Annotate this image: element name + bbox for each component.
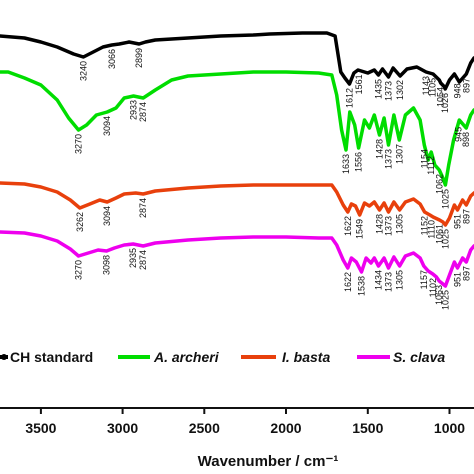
x-tick-label: 3000 [107,420,138,436]
peak-label: 3270 [74,134,84,154]
peak-label: 2874 [138,102,148,122]
peak-label: 948 [453,83,463,98]
peak-label: 898 [461,132,471,147]
peak-label: 1152 [420,216,430,235]
legend-marker [1,354,7,360]
peak-label: 897 [461,266,471,281]
x-tick-label: 1500 [352,420,383,436]
peak-label: 897 [461,78,471,93]
peak-label: 1373 [384,81,394,101]
peak-label: 1063 [434,285,444,305]
peak-label: 1434 [374,270,384,290]
peak-label: 2899 [134,48,144,68]
peak-label: 3098 [102,255,112,275]
peak-label: 2874 [138,198,148,218]
peak-label: 3240 [78,61,88,81]
peak-label: 1305 [395,214,405,234]
series-line-2 [0,181,474,227]
legend: CH standard A. archeri I. basta S. clava [0,349,445,365]
series-line-3 [0,230,474,288]
peak-label: 1373 [384,149,394,169]
peak-label: 945 [454,127,464,142]
peak-label: 1302 [395,80,405,100]
peak-label: 1105 [427,78,437,97]
legend-label: CH standard [10,349,93,365]
peak-label: 1612 [345,88,355,108]
peak-label: 951 [453,272,463,287]
peak-label: 1556 [354,152,364,172]
peak-label: 3066 [107,49,117,69]
peak-label: 2933 [129,100,139,120]
peak-label: 3270 [74,260,84,280]
peak-label: 1622 [343,272,353,292]
peak-label: 1305 [395,270,405,290]
peak-label: 1373 [384,216,394,236]
x-tick-label: 1000 [434,420,465,436]
x-tick-label: 2500 [189,420,220,436]
x-axis-ticks: 3500 3000 2500 2000 1500 1000 [25,408,465,436]
x-axis-title: Wavenumber / cm⁻¹ [198,453,339,470]
peak-label: 1633 [341,154,351,174]
peak-label: 1143 [421,76,431,95]
peak-label: 1154 [419,149,429,168]
series-layer [0,31,474,288]
peak-label: 1549 [355,219,365,239]
peak-label: 1622 [343,216,353,236]
peak-label: 2874 [138,250,148,270]
peak-label: 3094 [102,206,112,226]
peak-label: 3094 [102,116,112,136]
peak-label: 1112 [426,156,436,175]
x-tick-label: 2000 [270,420,301,436]
peak-label: 1428 [375,214,385,234]
peak-label: 1110 [427,220,437,239]
series-line-0 [0,31,474,91]
peak-label: 1561 [354,74,364,94]
peak-label: 951 [453,214,463,229]
peak-label: 1373 [384,272,394,292]
legend-label: A. archeri [153,349,220,365]
legend-label: I. basta [282,349,330,365]
peak-label: 1054 [436,87,446,107]
peak-label: 1102 [428,278,438,297]
peak-label: 1157 [419,270,429,289]
x-tick-label: 3500 [25,420,56,436]
peak-label: 1026 [440,93,450,113]
peak-label: 1025 [440,189,450,209]
peak-label: 897 [461,209,471,224]
peak-label: 3262 [75,212,85,232]
peak-label: 1025 [440,229,450,249]
peak-label: 1062 [434,174,444,194]
peak-label: 1435 [373,79,383,99]
peak-label: 1061 [435,224,445,244]
peak-label: 1428 [375,139,385,159]
peak-label: 1307 [394,144,404,164]
peak-label: 1538 [357,276,367,296]
peak-label: 1025 [440,290,450,310]
series-line-1 [0,70,474,187]
legend-label: S. clava [393,349,445,365]
peak-label: 2935 [128,248,138,268]
